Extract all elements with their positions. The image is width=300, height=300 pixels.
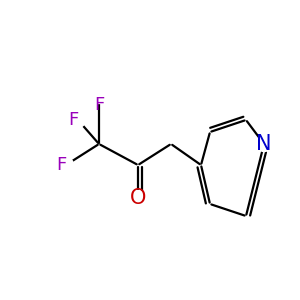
Text: F: F <box>68 111 78 129</box>
Circle shape <box>70 112 86 128</box>
Text: N: N <box>256 134 272 154</box>
Text: F: F <box>56 156 66 174</box>
Text: O: O <box>130 188 146 208</box>
Circle shape <box>256 136 272 152</box>
Circle shape <box>92 88 106 104</box>
Circle shape <box>58 158 74 172</box>
Text: F: F <box>94 96 104 114</box>
Circle shape <box>130 190 146 206</box>
